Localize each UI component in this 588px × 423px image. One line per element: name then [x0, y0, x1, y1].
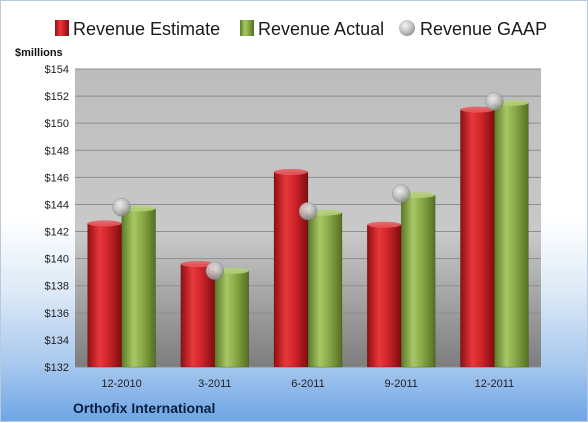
y-tick-label: $136 [45, 308, 69, 320]
legend-swatch-revenue-estimate [55, 20, 69, 36]
legend-label-revenue-actual: Revenue Actual [258, 19, 384, 39]
y-tick-label: $154 [45, 64, 69, 76]
bar-revenue-actual [214, 270, 250, 368]
y-tick-label: $134 [45, 335, 69, 347]
x-tick-label: 3-2011 [198, 378, 231, 390]
marker-revenue-gaap [205, 261, 225, 281]
bar-revenue-actual [400, 194, 436, 368]
bar-revenue-actual [307, 212, 343, 368]
y-axis-unit-label: $millions [15, 47, 63, 59]
legend: Revenue Estimate Revenue Actual Revenue … [55, 19, 547, 39]
y-tick-label: $146 [45, 172, 69, 184]
legend-marker-revenue-gaap [399, 20, 415, 36]
y-tick-label: $132 [45, 362, 69, 374]
legend-label-revenue-estimate: Revenue Estimate [73, 19, 220, 39]
bar-cap [180, 261, 215, 268]
company-name: Orthofix International [73, 400, 215, 416]
bar-revenue-estimate [460, 109, 495, 368]
marker-revenue-gaap [391, 184, 411, 203]
y-tick-label: $152 [45, 91, 69, 103]
x-tick-label: 9-2011 [384, 378, 417, 390]
marker-revenue-gaap [112, 197, 131, 217]
bar-cap [274, 168, 308, 175]
y-tick-label: $148 [45, 145, 69, 157]
marker-revenue-gaap [485, 92, 504, 111]
y-tick-label: $140 [45, 254, 69, 266]
y-tick-label: $150 [45, 118, 69, 130]
y-axis-ticks: $132 $134 $136 $138 $140 $142 $144 $146 $148 $150… [45, 64, 69, 374]
bar-cap [460, 106, 495, 113]
x-tick-label: 12-2010 [101, 378, 141, 390]
bar-revenue-estimate [87, 223, 122, 368]
x-tick-label: 6-2011 [291, 378, 324, 390]
x-tick-label: 12-2011 [475, 378, 515, 390]
bar-revenue-estimate [366, 224, 402, 368]
legend-label-revenue-gaap: Revenue GAAP [420, 19, 547, 39]
x-axis-ticks: 12-2010 3-2011 6-2011 9-2011 12-2011 [101, 378, 514, 390]
legend-swatch-revenue-actual [240, 20, 254, 36]
y-tick-label: $138 [45, 281, 69, 293]
gaap-markers [112, 92, 504, 281]
y-tick-label: $144 [45, 199, 69, 211]
y-tick-label: $142 [45, 227, 69, 239]
bar-cap [87, 220, 122, 227]
marker-revenue-gaap [298, 201, 318, 221]
bar-revenue-estimate [273, 171, 309, 368]
bar-revenue-estimate [180, 263, 216, 368]
bar-revenue-actual [494, 102, 529, 368]
bar-revenue-actual [121, 208, 156, 368]
bar-cap [367, 221, 402, 228]
